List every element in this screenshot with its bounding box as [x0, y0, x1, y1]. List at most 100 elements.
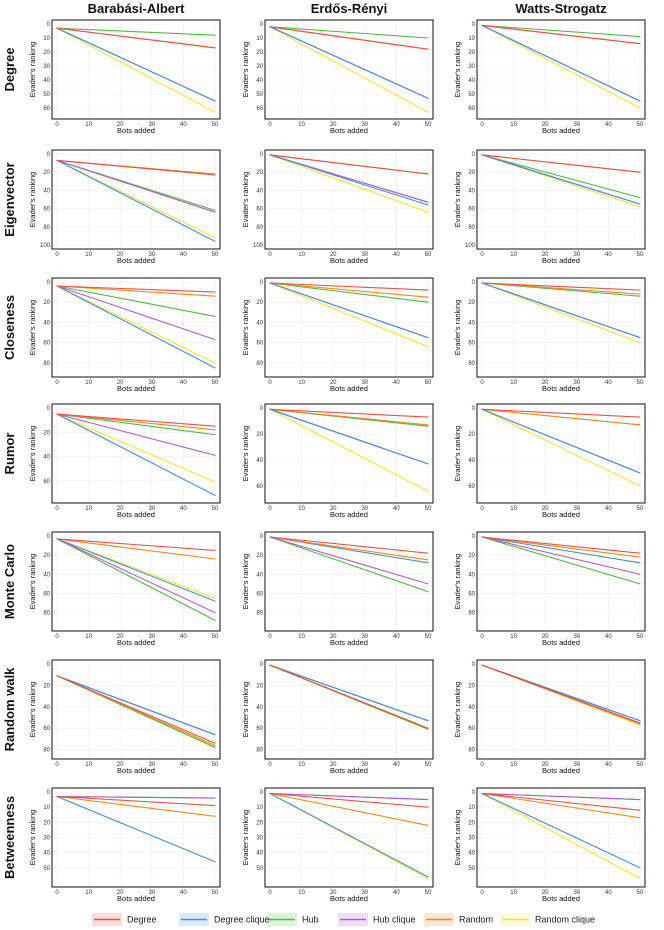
x-tick-label: 10	[85, 762, 92, 768]
y-tick-label: 80	[256, 361, 263, 367]
legend-label: Degree	[127, 915, 157, 925]
x-tick-label: 40	[180, 506, 187, 512]
series-line-degree-clique	[269, 408, 429, 465]
y-tick-label: 40	[43, 320, 50, 326]
y-tick-label: 100	[253, 243, 264, 249]
x-axis-label: Bots added	[330, 510, 368, 519]
panel-degree-erdos-renyi: 0 10 20 30 40 50 60 0 10 20 30 40 50 Bots added Evader…	[241, 19, 434, 135]
series-line-hub	[56, 413, 216, 436]
series-line-degree-clique	[56, 285, 216, 369]
x-tick-label: 30	[148, 252, 155, 258]
row-title-degree: Degree	[2, 47, 17, 91]
panel-random-walk-barabasi-albert: 0 20 40 60 80 0 10 20 30 40 50 Bots added Evader's r…	[28, 659, 221, 775]
x-tick-label: 30	[361, 890, 368, 896]
y-tick-label: 40	[43, 572, 50, 578]
x-axis-label: Bots added	[542, 384, 580, 393]
x-tick-label: 50	[425, 634, 432, 640]
panel-frame	[476, 149, 646, 250]
x-tick-label: 40	[605, 762, 612, 768]
x-tick-label: 40	[393, 380, 400, 386]
y-tick-label: 20	[256, 683, 263, 689]
column-title-watts-strogatz: Watts-Strogatz	[515, 1, 607, 16]
y-tick-label: 20	[256, 170, 263, 176]
x-tick-label: 20	[542, 380, 549, 386]
x-tick-label: 30	[573, 762, 580, 768]
y-tick-label: 60	[468, 106, 475, 112]
row-title-betweenness: Betweenness	[2, 796, 17, 879]
x-tick-label: 40	[180, 890, 187, 896]
y-tick-label: 0	[47, 534, 51, 540]
y-tick-label: 20	[256, 820, 263, 826]
series-line-hub	[269, 536, 429, 593]
y-axis-label: Evader's ranking	[453, 426, 462, 482]
series-line-random-clique	[56, 413, 216, 483]
x-tick-label: 0	[480, 252, 484, 258]
x-tick-label: 10	[510, 252, 517, 258]
y-tick-label: 20	[468, 683, 475, 689]
x-tick-label: 0	[480, 506, 484, 512]
x-axis-label: Bots added	[542, 126, 580, 135]
y-tick-label: 80	[256, 748, 263, 754]
x-tick-label: 30	[361, 506, 368, 512]
x-axis-label: Bots added	[117, 384, 155, 393]
series-line-degree	[269, 664, 429, 729]
x-tick-label: 10	[85, 252, 92, 258]
series-line-hub	[481, 154, 641, 199]
y-tick-label: 40	[468, 851, 475, 857]
panel-eigenvector-watts-strogatz: 0 20 40 60 80 100 0 10 20 30 40 50 Bots added Evader'…	[453, 149, 646, 265]
y-tick-label: 20	[468, 820, 475, 826]
series-line-hub-clique	[56, 795, 216, 799]
y-tick-label: 40	[468, 188, 475, 194]
series-line-degree-clique	[481, 24, 641, 102]
legend-label: Random clique	[535, 915, 595, 925]
x-tick-label: 10	[510, 506, 517, 512]
y-tick-label: 20	[468, 50, 475, 56]
y-tick-label: 40	[468, 320, 475, 326]
x-tick-label: 0	[55, 506, 59, 512]
x-tick-label: 50	[212, 634, 219, 640]
x-tick-label: 40	[180, 634, 187, 640]
y-tick-label: 0	[260, 406, 264, 412]
series-line-hub-clique	[56, 285, 216, 341]
plot-area	[265, 404, 433, 503]
x-tick-label: 50	[637, 890, 644, 896]
x-tick-label: 40	[393, 506, 400, 512]
y-tick-label: 80	[468, 361, 475, 367]
series-line-random	[269, 792, 429, 826]
y-tick-label: 0	[47, 662, 51, 668]
x-tick-label: 20	[330, 762, 337, 768]
y-tick-label: 60	[468, 726, 475, 732]
x-tick-label: 20	[117, 380, 124, 386]
x-tick-label: 0	[480, 380, 484, 386]
panel-frame	[51, 531, 221, 632]
x-tick-label: 40	[180, 380, 187, 386]
y-tick-label: 50	[468, 866, 475, 872]
column-title-erdos-renyi: Erdős-Rényi	[311, 1, 388, 16]
y-tick-label: 80	[43, 748, 50, 754]
x-tick-label: 40	[605, 890, 612, 896]
x-tick-label: 0	[55, 122, 59, 128]
x-axis-label: Bots added	[330, 384, 368, 393]
series-line-degree	[56, 413, 216, 427]
x-tick-label: 30	[148, 890, 155, 896]
x-tick-label: 10	[298, 380, 305, 386]
y-tick-label: 60	[256, 726, 263, 732]
column-title-barabasi-albert: Barabási-Albert	[88, 1, 185, 16]
y-tick-label: 0	[47, 22, 51, 28]
panel-betweenness-watts-strogatz: 0 10 20 30 40 50 0 10 20 30 40 50 Bots added Evader's…	[453, 787, 646, 903]
x-tick-label: 10	[510, 634, 517, 640]
series-line-degree-clique	[269, 26, 429, 99]
x-tick-label: 10	[510, 122, 517, 128]
series-line-hub	[481, 24, 641, 38]
y-tick-label: 30	[468, 64, 475, 70]
x-axis-label: Bots added	[330, 126, 368, 135]
panel-monte-carlo-erdos-renyi: 0 20 40 60 80 0 10 20 30 40 50 Bots added Evader's r…	[241, 531, 434, 647]
x-tick-label: 40	[605, 122, 612, 128]
x-tick-label: 0	[55, 890, 59, 896]
series-line-hub	[269, 26, 429, 39]
series-line-random-clique	[481, 792, 641, 880]
y-tick-label: 100	[465, 243, 476, 249]
y-tick-label: 80	[43, 611, 50, 617]
y-tick-label: 60	[43, 726, 50, 732]
